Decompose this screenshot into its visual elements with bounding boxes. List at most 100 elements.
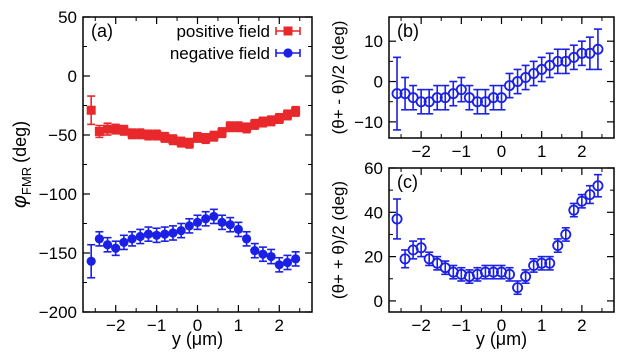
y-tick-label: 60 [364,159,383,178]
data-point [184,138,194,148]
data-point [135,231,145,242]
data-point [233,224,243,234]
data-point [152,230,162,240]
data-point [512,282,524,294]
x-tick-label: −2 [411,142,430,161]
y-tick-label: 50 [58,8,77,27]
y-tick-label: 20 [364,248,383,267]
data-point [127,129,137,139]
data-point [184,221,194,231]
plot-frame [388,16,615,139]
data-point [160,132,170,142]
y-tick-label: 10 [364,32,383,51]
data-point [592,180,604,192]
data-point [111,124,121,134]
y-axis-label-symbol: φ [9,195,31,208]
legend: positive field negative field [170,22,301,63]
data-point [552,240,564,252]
data-point [576,195,588,207]
data-point [415,96,427,108]
y-tick-label: −50 [48,126,77,145]
series-negative-field [86,208,301,279]
y-axis-label: (θ+ + θ)/2 (deg) [329,181,348,299]
data-point [217,128,227,138]
data-point [192,217,203,227]
data-point [143,229,154,239]
data-point [266,251,276,262]
x-tick-label: 0 [497,316,506,335]
data-point [391,88,403,100]
panel-a: −2 −1 0 1 2 −200 −150 −100 −50 0 50 (a) y (μm) φFMR (d… [9,8,313,349]
data-point [168,228,178,238]
y-tick-label: −100 [39,185,77,204]
data-point [291,106,301,116]
x-tick-label: 0 [193,316,202,335]
data-point [504,268,516,280]
data-point [201,134,211,144]
data-point [152,130,162,140]
data-point [274,260,284,270]
data-point [176,137,186,147]
data-point [439,262,451,274]
data-point [258,249,268,259]
data-point [552,55,564,67]
data-point [520,271,532,283]
plot-frame [388,167,615,313]
panel-label: (c) [397,172,418,192]
data-point [168,135,178,145]
y-tick-label: −10 [354,113,383,132]
data-point [282,110,292,120]
y-axis-label-unit: (deg) [10,121,30,163]
panel-label: (a) [91,21,113,41]
x-tick-label: 2 [577,316,586,335]
data-point [479,266,491,278]
data-point [86,105,96,115]
data-point [119,237,129,247]
data-point [160,229,170,239]
x-tick-label: 1 [537,316,546,335]
data-point [111,243,121,253]
data-point [94,234,104,244]
y-tick-label: 0 [68,67,77,86]
data-point [560,228,572,240]
data-point [135,129,145,139]
data-point [119,125,129,135]
x-tick-label: −2 [411,316,430,335]
data-point [487,266,499,278]
data-point [423,253,435,265]
x-tick-label: 1 [234,316,243,335]
data-point [258,117,268,127]
data-point [391,213,403,225]
data-point [86,256,96,266]
legend-marker [283,48,293,58]
data-point [143,130,153,140]
data-point [576,47,588,59]
y-tick-label: −150 [39,244,77,263]
data-point [241,234,252,244]
series-positive-field [86,95,301,149]
data-point [415,242,427,254]
data-point [127,234,137,244]
data-point [291,254,301,264]
data-point [102,240,113,250]
legend-marker [283,26,293,36]
x-tick-label: −1 [452,316,471,335]
data-point [209,131,219,141]
data-point [544,257,556,269]
y-axis-label: (θ+ - θ)/2 (deg) [329,21,348,135]
data-point [103,124,113,134]
x-tick-label: 2 [275,316,284,335]
x-tick-label: −1 [452,142,471,161]
y-tick-label: 0 [374,292,383,311]
series-0 [391,28,604,131]
data-point [266,116,276,126]
x-axis-label: y (μm) [172,329,223,349]
y-axis-label-subscript: FMR [19,167,34,195]
x-tick-label: −1 [147,316,166,335]
data-point [431,92,443,104]
data-point [274,113,284,123]
data-point [431,257,443,269]
series-0 [391,173,604,296]
